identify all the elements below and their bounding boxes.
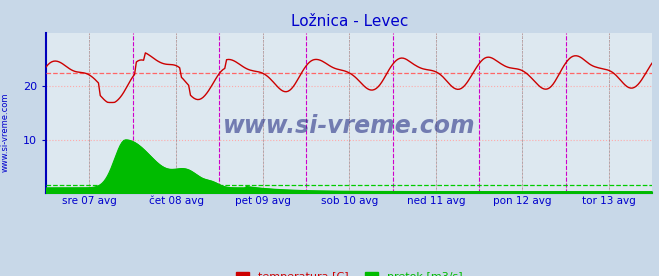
Title: Ložnica - Levec: Ložnica - Levec xyxy=(291,14,408,29)
Text: www.si-vreme.com: www.si-vreme.com xyxy=(223,114,476,138)
Text: www.si-vreme.com: www.si-vreme.com xyxy=(1,93,10,172)
Legend: temperatura [C], pretok [m3/s]: temperatura [C], pretok [m3/s] xyxy=(231,267,467,276)
